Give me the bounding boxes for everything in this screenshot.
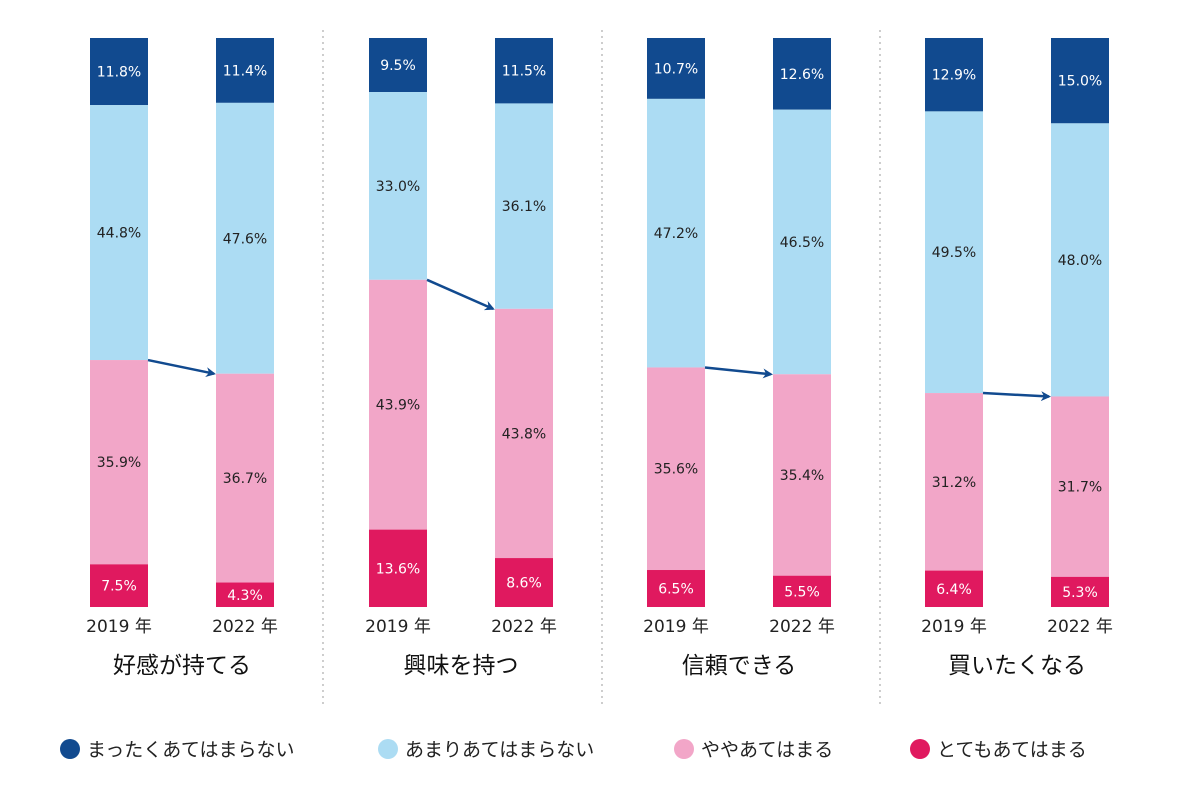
year-tick-label: 2019 年 [921, 617, 987, 637]
bar-segment-3 [925, 393, 983, 571]
year-tick-label: 2019 年 [643, 617, 709, 637]
bar-segment-1 [773, 38, 831, 110]
data-label: 6.5% [658, 582, 694, 598]
data-label: 15.0% [1058, 74, 1102, 90]
legend-swatch-1 [60, 739, 80, 759]
data-label: 49.5% [932, 245, 976, 261]
data-label: 4.3% [227, 588, 263, 604]
year-tick-label: 2022 年 [1047, 617, 1113, 637]
bar-segment-4 [216, 582, 274, 607]
year-tick-label: 2022 年 [769, 617, 835, 637]
data-label: 33.0% [376, 179, 420, 195]
data-label: 43.8% [502, 426, 546, 442]
bar-segment-2 [495, 103, 553, 309]
data-label: 44.8% [97, 226, 141, 242]
data-label: 6.4% [936, 582, 972, 598]
bar-segment-1 [1051, 38, 1109, 124]
group-title: 好感が持てる [113, 653, 251, 679]
data-label: 35.9% [97, 455, 141, 471]
bar-segment-4 [647, 570, 705, 607]
legend-swatch-2 [378, 739, 398, 759]
data-label: 11.5% [502, 64, 546, 80]
data-label: 31.7% [1058, 480, 1102, 496]
bar-segment-4 [1051, 576, 1109, 607]
trend-arrow [147, 358, 216, 377]
data-label: 43.9% [376, 398, 420, 414]
data-label: 48.0% [1058, 253, 1102, 269]
legend-label-2: あまりあてはまらない [405, 739, 594, 761]
year-tick-label: 2019 年 [365, 617, 431, 637]
year-tick-label: 2022 年 [212, 617, 278, 637]
trend-arrow [704, 366, 773, 379]
bar-segment-2 [1051, 123, 1109, 397]
bar-segment-1 [925, 38, 983, 112]
data-label: 47.6% [223, 231, 267, 247]
bar-segment-2 [647, 98, 705, 368]
data-label: 13.6% [376, 561, 420, 577]
bar-segment-1 [369, 38, 427, 93]
data-label: 31.2% [932, 475, 976, 491]
legend-label-4: とてもあてはまる [937, 739, 1087, 761]
data-label: 46.5% [780, 235, 824, 251]
bar-segment-2 [369, 92, 427, 280]
data-label: 47.2% [654, 226, 698, 242]
trend-arrow [426, 278, 495, 311]
data-label: 12.6% [780, 67, 824, 83]
bar-segment-1 [216, 38, 274, 103]
data-label: 11.8% [97, 65, 141, 81]
legend-label-3: ややあてはまる [701, 739, 833, 761]
data-label: 5.3% [1062, 585, 1098, 601]
data-label: 35.4% [780, 468, 824, 484]
data-label: 8.6% [506, 576, 542, 592]
legend: まったくあてはまらない あまりあてはまらない ややあてはまる とてもあてはまる [60, 739, 1087, 761]
bar-segment-2 [216, 102, 274, 374]
bar-segment-4 [925, 570, 983, 607]
group-title: 信頼できる [682, 653, 797, 679]
data-label: 10.7% [654, 61, 698, 77]
bar-segment-2 [773, 109, 831, 375]
bar-segment-3 [1051, 396, 1109, 577]
bar-segment-2 [90, 105, 148, 361]
bar-segment-3 [773, 374, 831, 576]
bar-segment-3 [647, 367, 705, 571]
data-label: 11.4% [223, 63, 267, 79]
bar-segment-3 [495, 308, 553, 559]
bar-segment-2 [925, 111, 983, 394]
data-label: 12.9% [932, 68, 976, 84]
data-label: 35.6% [654, 462, 698, 478]
data-label: 5.5% [784, 584, 820, 600]
bar-segment-1 [495, 38, 553, 104]
group-title: 買いたくなる [948, 653, 1086, 679]
bar-segment-4 [773, 575, 831, 607]
group-separators [322, 30, 881, 705]
bar-segment-4 [495, 558, 553, 607]
trend-arrow [982, 391, 1051, 402]
legend-swatch-4 [910, 739, 930, 759]
legend-label-1: まったくあてはまらない [87, 739, 294, 761]
year-tick-label: 2022 年 [491, 617, 557, 637]
trend-arrows-layer [147, 278, 1051, 402]
bar-segment-3 [90, 360, 148, 565]
bar-segment-1 [647, 38, 705, 99]
legend-swatch-3 [674, 739, 694, 759]
bar-segment-3 [216, 373, 274, 583]
bar-segment-3 [369, 279, 427, 530]
bar-segment-1 [90, 38, 148, 106]
data-label: 36.1% [502, 199, 546, 215]
bar-segment-4 [369, 529, 427, 607]
bars-layer [90, 38, 1109, 607]
bar-segment-4 [90, 564, 148, 607]
year-tick-label: 2019 年 [86, 617, 152, 637]
labels-layer: 11.8% 44.8% 35.9% 7.5% 2019 年 11.4% 47.6% 36.7%… [86, 58, 1113, 679]
data-label: 7.5% [101, 579, 137, 595]
data-label: 9.5% [380, 58, 416, 74]
group-title: 興味を持つ [404, 653, 519, 679]
data-label: 36.7% [223, 471, 267, 487]
